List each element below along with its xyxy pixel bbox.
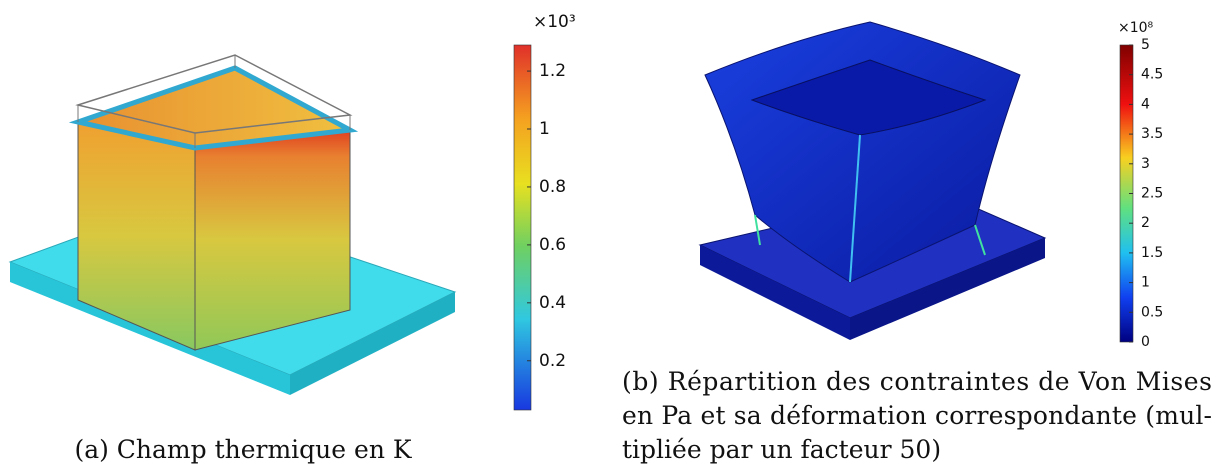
thermal-render <box>8 54 457 395</box>
tick-label: 2.5 <box>1141 186 1163 202</box>
tick-label: 4 <box>1141 96 1150 112</box>
tick-label: 2 <box>1141 215 1150 231</box>
tick-label: 4.5 <box>1141 67 1163 83</box>
stress-render <box>698 21 1047 340</box>
tick-label: 5 <box>1141 37 1150 53</box>
tick-label: 0.2 <box>539 351 566 371</box>
tick-label: 1 <box>539 119 550 139</box>
tick-label: 1.2 <box>539 61 566 81</box>
colorbar <box>513 44 532 411</box>
tick-label: 0.5 <box>1141 304 1163 320</box>
caption: tipliée par un facteur 50) <box>622 435 941 464</box>
caption: en Pa et sa déformation correspondante (… <box>622 401 1212 430</box>
caption: (a) Champ thermique en K <box>74 435 412 464</box>
colorbar-multiplier: ×10⁸ <box>1118 20 1154 36</box>
tick-label: 3 <box>1141 156 1150 172</box>
colorbar-multiplier: ×10³ <box>533 12 576 32</box>
tick-label: 1.5 <box>1141 245 1163 261</box>
tick-label: 3.5 <box>1141 126 1163 142</box>
tick-label: 1 <box>1141 275 1150 291</box>
tick-label: 0.6 <box>539 235 566 255</box>
caption: (b) Répartition des contraintes de Von M… <box>622 367 1212 396</box>
tick-label: 0 <box>1141 334 1150 350</box>
tick-label: 0.4 <box>539 293 566 313</box>
tick-label: 0.8 <box>539 177 566 197</box>
